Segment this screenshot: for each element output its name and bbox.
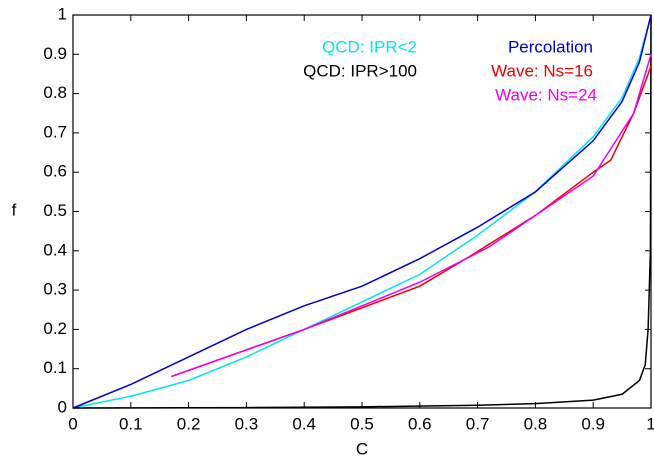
- y-tick-label: 0: [58, 397, 67, 416]
- y-tick-label: 0.4: [43, 240, 67, 259]
- series-line: [72, 14, 652, 409]
- legend-entry: Wave: Ns=24: [495, 85, 597, 104]
- x-tick-label: 0.8: [524, 414, 548, 433]
- x-tick-label: 1: [646, 414, 654, 433]
- y-tick-label: 0.1: [43, 358, 67, 377]
- y-axis-label: f: [12, 200, 17, 219]
- x-tick-label: 0.9: [581, 414, 605, 433]
- series-line: [72, 14, 652, 409]
- y-tick-label: 0.8: [43, 83, 67, 102]
- x-tick-label: 0.1: [119, 414, 143, 433]
- x-tick-label: 0.3: [235, 414, 259, 433]
- series-line: [171, 65, 652, 378]
- x-tick-label: 0.4: [292, 414, 316, 433]
- y-tick-label: 0.3: [43, 280, 67, 299]
- x-tick-label: 0: [68, 414, 77, 433]
- y-tick-label: 0.9: [43, 44, 67, 63]
- legend-entry: Wave: Ns=16: [491, 61, 593, 80]
- series-line: [171, 54, 652, 378]
- legend-entry: QCD: IPR<2: [322, 37, 417, 56]
- y-tick-label: 0.2: [43, 319, 67, 338]
- x-tick-label: 0.5: [350, 414, 374, 433]
- legend-entry: Percolation: [508, 37, 593, 56]
- x-axis-label: C: [356, 439, 368, 458]
- y-tick-label: 0.7: [43, 122, 67, 141]
- y-tick-label: 0.5: [43, 201, 67, 220]
- y-tick-label: 0.6: [43, 162, 67, 181]
- x-tick-label: 0.6: [408, 414, 432, 433]
- x-tick-label: 0.7: [466, 414, 490, 433]
- y-tick-label: 1: [58, 4, 67, 23]
- legend-entry: QCD: IPR>100: [303, 61, 417, 80]
- x-tick-label: 0.2: [177, 414, 201, 433]
- series-line: [72, 14, 652, 409]
